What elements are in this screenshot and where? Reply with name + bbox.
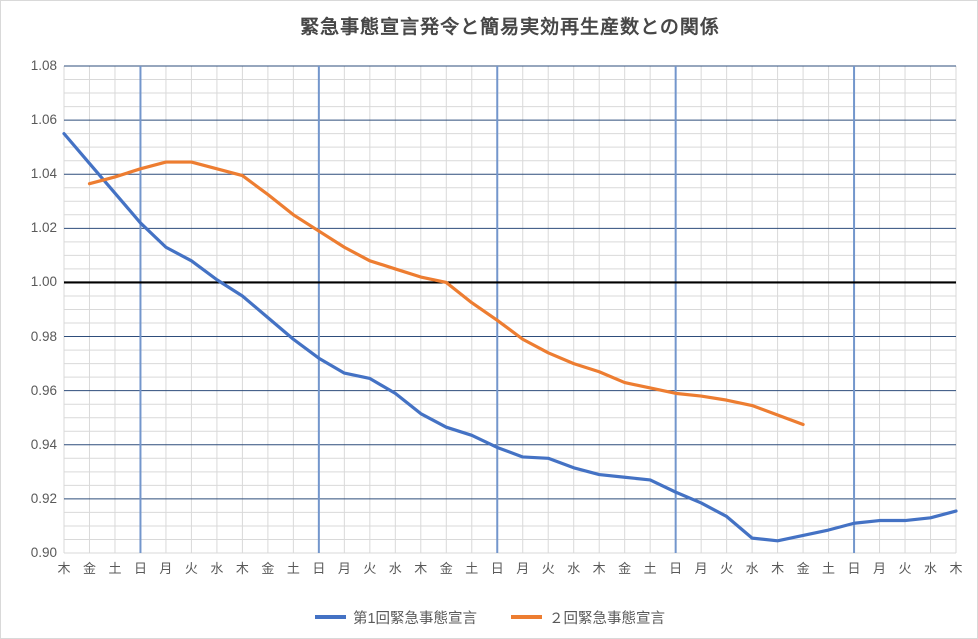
series2-label: ２回緊急事態宣言 [549, 610, 666, 627]
legend: 第1回緊急事態宣言 ２回緊急事態宣言 [1, 604, 977, 630]
x-axis-label: 日 [312, 561, 326, 576]
x-axis-label: 水 [745, 561, 759, 576]
x-axis-label: 日 [847, 561, 861, 576]
x-axis-label: 土 [465, 561, 479, 576]
x-axis-label: 木 [949, 561, 963, 576]
x-axis-label: 木 [771, 561, 785, 576]
x-axis-label: 火 [898, 561, 912, 576]
x-axis-label: 金 [796, 561, 810, 576]
x-axis-label: 土 [108, 561, 122, 576]
x-axis-label: 木 [57, 561, 71, 576]
x-axis-label: 木 [235, 561, 249, 576]
y-axis-label: 0.98 [30, 328, 57, 344]
x-axis-label: 金 [618, 561, 632, 576]
x-axis-label: 金 [439, 561, 453, 576]
x-axis-label: 日 [669, 561, 683, 576]
series-line-1 [62, 132, 958, 543]
x-axis-label: 土 [286, 561, 300, 576]
x-axis-label: 火 [720, 561, 734, 576]
x-axis-label: 月 [159, 561, 173, 576]
legend-item-series2: ２回緊急事態宣言 [511, 607, 665, 628]
x-axis-label: 日 [490, 561, 504, 576]
y-axis-label: 1.04 [30, 166, 57, 182]
y-axis-label: 1.08 [30, 58, 57, 73]
x-axis-label: 月 [694, 561, 708, 576]
x-axis-label: 木 [414, 561, 428, 576]
x-axis-label: 日 [133, 561, 147, 576]
x-axis-label: 水 [567, 561, 581, 576]
y-axis-label: 1.02 [30, 220, 57, 236]
y-axis-label: 0.90 [30, 545, 57, 560]
legend-item-series1: 第1回緊急事態宣言 [314, 607, 478, 628]
x-axis-label: 木 [592, 561, 606, 576]
series2-line-swatch [511, 615, 543, 619]
x-axis-label: 火 [363, 561, 377, 576]
x-axis-label: 月 [873, 561, 887, 576]
x-axis-label: 月 [337, 561, 351, 576]
x-axis-label: 月 [516, 561, 530, 576]
y-axis-label: 1.06 [30, 112, 57, 128]
series-line-2 [87, 160, 805, 427]
x-axis-label: 土 [643, 561, 657, 576]
x-axis-label: 火 [541, 561, 555, 576]
x-axis-label: 水 [388, 561, 402, 576]
x-axis-label: 金 [82, 561, 96, 576]
y-axis-label: 0.92 [30, 490, 57, 506]
series1-label: 第1回緊急事態宣言 [352, 610, 478, 627]
x-axis-label: 土 [822, 561, 836, 576]
y-axis-label: 1.00 [30, 274, 57, 290]
y-axis-label: 0.94 [30, 436, 57, 452]
chart-title: 緊急事態宣言発令と簡易実効再生産数との関係 [300, 17, 720, 38]
y-axis-label: 0.96 [30, 382, 57, 398]
x-axis-label: 水 [210, 561, 224, 576]
x-axis-label: 火 [184, 561, 198, 576]
x-axis-label: 金 [261, 561, 275, 576]
series1-line-swatch [314, 615, 346, 619]
x-axis-label: 水 [923, 561, 937, 576]
